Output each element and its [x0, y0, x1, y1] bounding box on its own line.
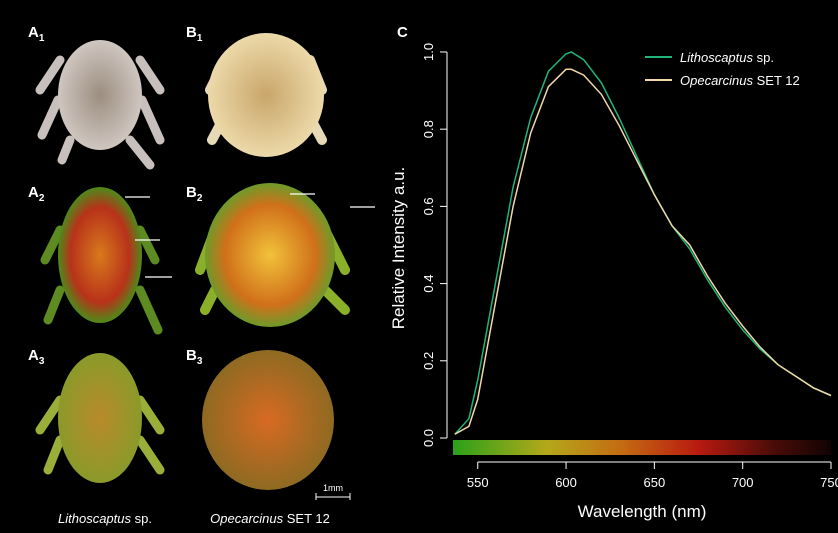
y-tick-label: 0.0: [421, 429, 436, 447]
scale-bar-label: 1mm: [323, 483, 343, 493]
caption: Opecarcinus SET 12: [210, 511, 330, 526]
x-tick-label: 700: [732, 475, 754, 490]
y-tick-label: 0.8: [421, 120, 436, 138]
x-tick-label: 550: [467, 475, 489, 490]
panel-label: C: [397, 24, 408, 41]
figure: 1mm C 0.0 0.2 0.4 0.6 0.8 1.0 550 600 650 700 750 Wa…: [0, 0, 838, 533]
legend-label: Opecarcinus SET 12: [680, 73, 800, 88]
caption: Lithoscaptus sp.: [58, 511, 152, 526]
spectrum-bar: [453, 440, 831, 455]
y-tick-label: 0.4: [421, 275, 436, 293]
legend-label: Lithoscaptus sp.: [680, 50, 774, 65]
x-tick-label: 600: [555, 475, 577, 490]
x-tick-label: 650: [644, 475, 666, 490]
y-axis-label: Relative Intensity a.u.: [389, 167, 408, 330]
x-axis-label: Wavelength (nm): [578, 502, 707, 521]
x-tick-label: 750: [820, 475, 838, 490]
y-tick-label: 0.6: [421, 197, 436, 215]
y-tick-label: 0.2: [421, 352, 436, 370]
y-tick-label: 1.0: [421, 43, 436, 61]
